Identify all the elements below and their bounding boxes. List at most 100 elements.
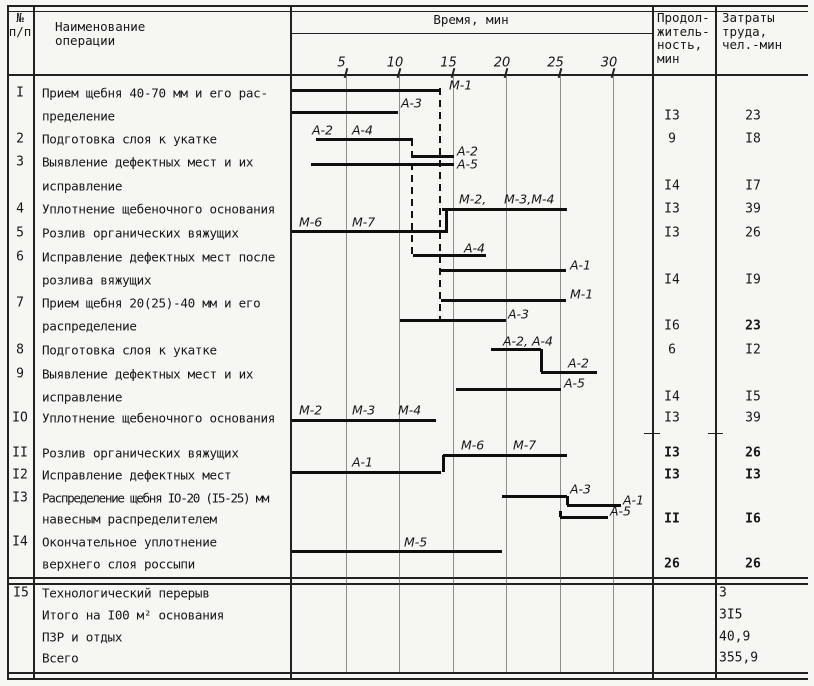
column-header-duration: Продол- житель- ность, мин — [657, 10, 710, 66]
table-rule — [290, 33, 652, 34]
operation-name: исправление — [42, 389, 123, 405]
row-number: 5 — [16, 225, 24, 241]
bar-machine-label: М-7 — [513, 437, 537, 453]
gantt-bar — [443, 454, 567, 457]
step-connector — [442, 455, 445, 472]
bar-machine-label: А-5 — [457, 156, 479, 172]
duration-value: I4 — [664, 272, 680, 288]
table-rule — [7, 5, 808, 7]
bar-machine-label: А-3 — [401, 95, 423, 111]
duration-value: I3 — [664, 201, 680, 217]
summary-value: 40,9 — [719, 629, 751, 645]
labor-value: 39 — [745, 410, 761, 426]
axis-tick-label: 30 — [600, 55, 618, 71]
gantt-bar — [292, 550, 502, 553]
bar-machine-label: А-2 — [312, 122, 334, 138]
gantt-bar — [567, 504, 621, 507]
labor-value: I7 — [745, 178, 761, 194]
dashed-link-line — [439, 88, 441, 320]
gantt-bar — [311, 163, 454, 166]
gantt-bar — [441, 299, 566, 302]
bar-machine-label: А-1 — [570, 257, 592, 273]
duration-value: I3 — [664, 225, 680, 241]
row-number: IO — [12, 410, 28, 426]
bar-machine-label: М-6 — [299, 214, 323, 230]
summary-value: 3I5 — [719, 607, 743, 623]
operation-name: Уплотнение щебеночного основания — [42, 201, 276, 217]
operation-name: Выявление дефектных мест и их — [42, 154, 254, 170]
gantt-bar — [413, 254, 486, 257]
labor-value: 23 — [745, 108, 761, 124]
operation-name: Окончательное уплотнение — [42, 534, 217, 550]
labor-value: I8 — [745, 131, 761, 147]
bar-machine-label: М-3 — [352, 402, 376, 418]
gantt-bar — [412, 155, 454, 158]
row-number: 3 — [16, 154, 24, 170]
bar-machine-label: М-3,М-4 — [504, 191, 555, 207]
time-gridline — [506, 74, 507, 672]
gantt-bar — [316, 138, 413, 141]
duration-value: I3 — [664, 108, 680, 124]
summary-value: 3 — [719, 585, 727, 601]
row-number: I2 — [12, 467, 28, 483]
column-header-row-number: № п/п — [8, 10, 32, 39]
summary-label: Итого на I00 м² основания — [42, 607, 225, 623]
bar-machine-label: М-2, — [459, 191, 487, 207]
row-number: 2 — [16, 131, 24, 147]
operation-name: исправление — [42, 178, 123, 194]
row-number: 4 — [16, 201, 24, 217]
duration-value: I6 — [664, 318, 680, 334]
operation-name: розлива вяжущих — [42, 272, 152, 288]
operation-name: Распределение щебня IO-20 (I5-25) мм — [42, 490, 269, 506]
operation-name: Прием щебня 20(25)-40 мм и его — [42, 295, 261, 311]
duration-value: I3 — [664, 467, 680, 483]
gantt-bar — [292, 89, 440, 92]
labor-value: I5 — [745, 389, 761, 405]
gantt-bar — [442, 208, 567, 211]
column-border — [7, 5, 9, 679]
row-number: I3 — [12, 490, 28, 506]
labor-value: I3 — [745, 467, 761, 483]
gantt-bar — [292, 471, 441, 474]
operation-name: Исправление дефектных мест — [42, 467, 232, 483]
row-number: I — [16, 85, 24, 101]
table-rule — [7, 74, 808, 76]
gantt-bar — [502, 495, 567, 498]
column-border — [33, 5, 35, 679]
gantt-bar — [560, 516, 608, 519]
table-rule — [7, 577, 808, 579]
bar-machine-label: М-7 — [352, 214, 376, 230]
table-rule — [7, 678, 808, 680]
column-border — [652, 5, 654, 679]
time-gridline — [345, 74, 347, 672]
duration-value: II — [664, 511, 680, 527]
dashed-link-line — [411, 139, 413, 255]
operation-name: Подготовка слоя к укатке — [42, 342, 217, 358]
operation-name: распределение — [42, 318, 137, 334]
operation-name: Выявление дефектных мест и их — [42, 366, 254, 382]
bar-machine-label: М-1 — [449, 77, 473, 93]
axis-tick-label: 15 — [440, 55, 457, 71]
row-number: II — [12, 445, 28, 461]
bar-machine-label: А-3 — [570, 481, 592, 497]
bar-machine-label: А-1 — [623, 492, 645, 508]
axis-tick-label: 25 — [547, 55, 564, 71]
row-number: I4 — [12, 534, 28, 550]
row-number: I5 — [13, 585, 29, 601]
bar-machine-label: А-5 — [610, 503, 632, 519]
bar-machine-label: М-5 — [404, 534, 428, 550]
labor-value: 26 — [745, 556, 761, 572]
bar-machine-label: А-2 — [457, 143, 479, 159]
summary-label: Технологический перерыв — [42, 585, 210, 601]
row-number: 9 — [16, 366, 24, 382]
time-gridline — [613, 74, 614, 672]
bar-machine-label: М-2 — [299, 402, 323, 418]
labor-value: 23 — [745, 318, 761, 334]
duration-value: I3 — [664, 445, 680, 461]
table-rule — [7, 11, 808, 12]
bar-machine-label: А-5 — [564, 375, 586, 391]
bar-machine-label: М-1 — [570, 286, 594, 302]
operation-name: навесным распределителем — [42, 511, 217, 527]
gantt-bar — [541, 371, 597, 374]
column-header-labor: Затраты труда, чел.-мин — [722, 10, 783, 52]
